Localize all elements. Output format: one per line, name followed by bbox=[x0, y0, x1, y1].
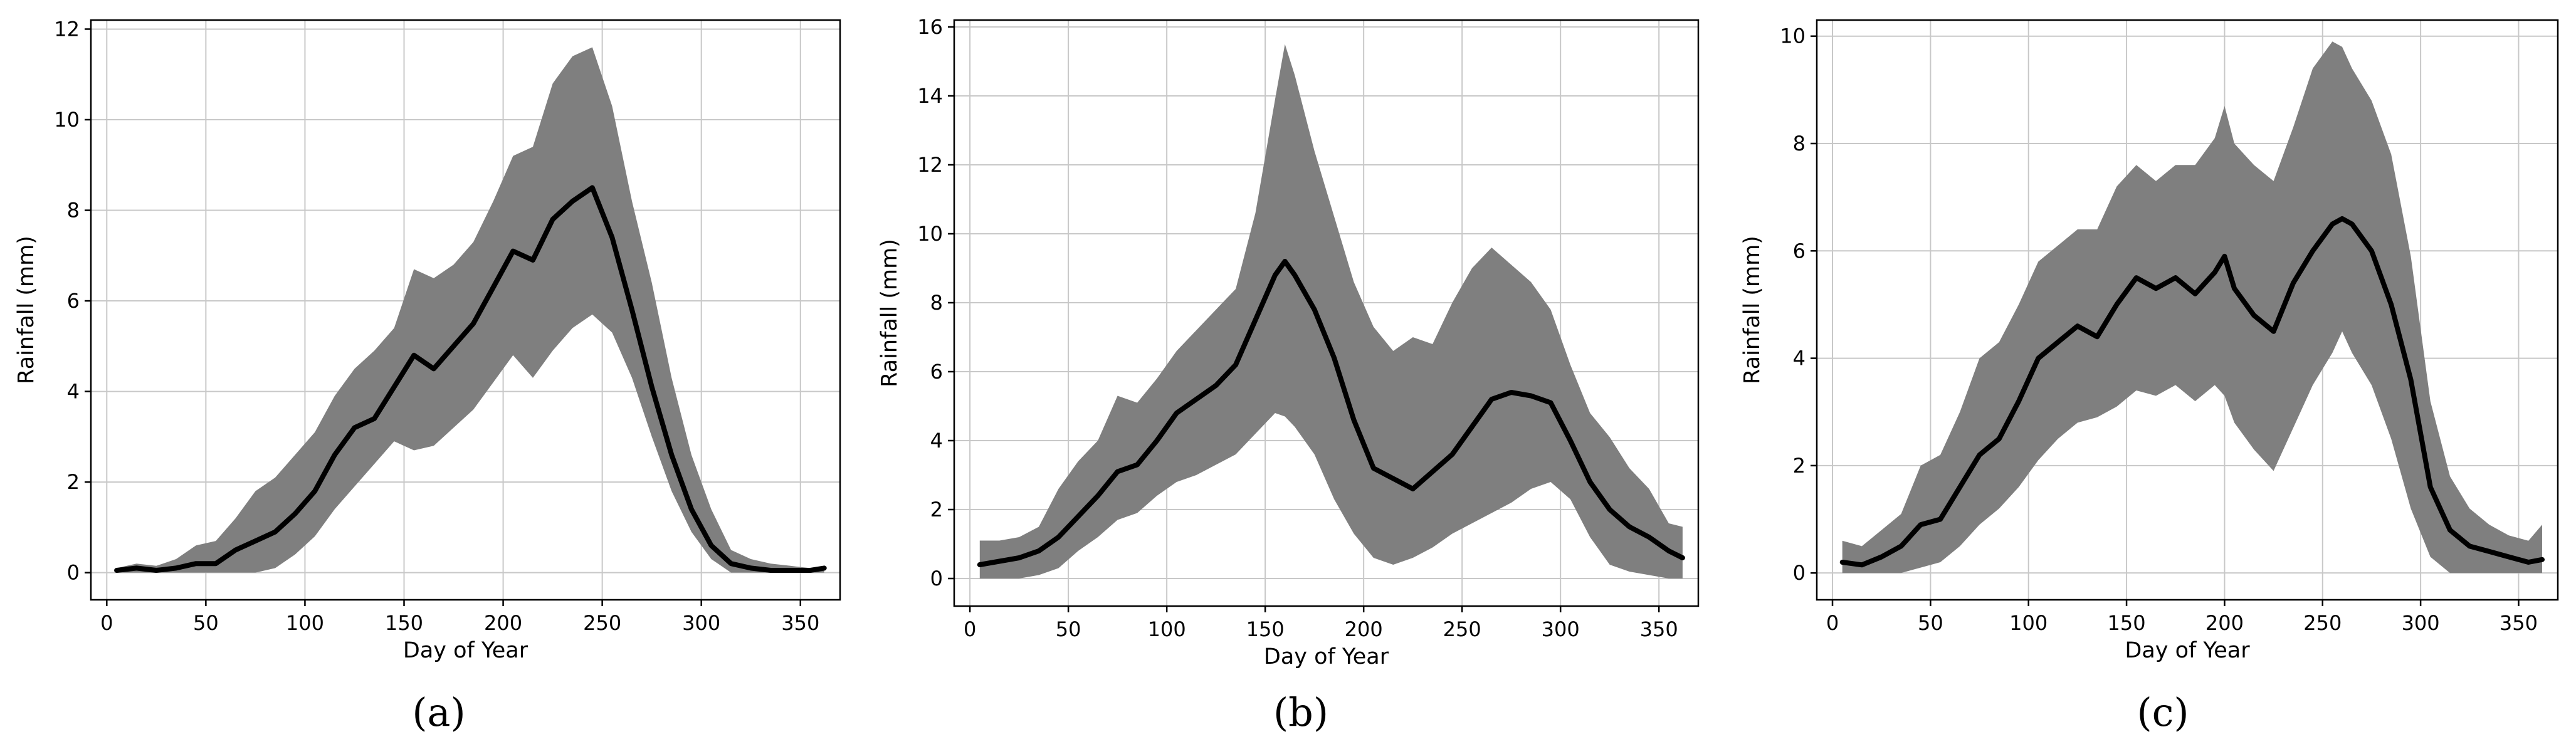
y-tick-label: 2 bbox=[930, 498, 943, 521]
panel-caption: (b) bbox=[1273, 689, 1328, 735]
mean-rainfall-line bbox=[1839, 216, 2545, 568]
x-tick-label: 50 bbox=[1056, 617, 1081, 641]
x-tick-label: 350 bbox=[1640, 617, 1678, 641]
x-tick-label: 250 bbox=[583, 611, 621, 635]
y-tick-label: 6 bbox=[930, 360, 943, 384]
y-tick-label: 2 bbox=[1793, 454, 1806, 478]
y-tick-label: 10 bbox=[54, 108, 80, 132]
plot-frame bbox=[953, 19, 1700, 607]
x-tick-label: 0 bbox=[1826, 611, 1839, 635]
y-tick-label: 6 bbox=[1793, 239, 1806, 263]
x-tick-label: 150 bbox=[385, 611, 423, 635]
x-axis-label: Day of Year bbox=[403, 638, 528, 663]
y-tick-label: 16 bbox=[917, 15, 943, 39]
plot-frame bbox=[90, 19, 841, 601]
chart-panel-1: 0 50 100 150 200 250 300 350 0 2 4 6 8 10 12 Day of Yea… bbox=[14, 17, 841, 735]
y-tick-label: 0 bbox=[1793, 561, 1806, 585]
y-tick-label: 4 bbox=[1793, 347, 1806, 370]
panel-caption: (c) bbox=[2137, 689, 2189, 735]
chart-panel-3: 0 50 100 150 200 250 300 350 0 2 4 6 8 10 Day of Year R… bbox=[1740, 19, 2559, 735]
x-tick-label: 200 bbox=[484, 611, 522, 635]
y-tick-label: 12 bbox=[54, 17, 80, 41]
y-axis-label: Rainfall (mm) bbox=[877, 239, 902, 387]
x-tick-label: 200 bbox=[2205, 611, 2244, 635]
y-tick-label: 8 bbox=[930, 291, 943, 315]
x-tick-label: 50 bbox=[193, 611, 219, 635]
y-tick-label: 6 bbox=[67, 289, 80, 313]
x-tick-label: 100 bbox=[2009, 611, 2048, 635]
y-tick-label: 10 bbox=[917, 222, 943, 246]
y-axis-label: Rainfall (mm) bbox=[14, 236, 39, 384]
y-tick-label: 12 bbox=[917, 153, 943, 177]
range-band bbox=[979, 44, 1683, 579]
x-tick-label: 300 bbox=[2402, 611, 2440, 635]
x-tick-label: 50 bbox=[1918, 611, 1943, 635]
range-band bbox=[1842, 41, 2542, 573]
y-tick-label: 4 bbox=[67, 380, 80, 404]
x-tick-label: 200 bbox=[1345, 617, 1383, 641]
x-tick-label: 150 bbox=[1246, 617, 1285, 641]
x-tick-label: 300 bbox=[682, 611, 720, 635]
y-tick-label: 4 bbox=[930, 429, 943, 453]
x-tick-label: 0 bbox=[964, 617, 976, 641]
y-tick-label: 14 bbox=[917, 84, 943, 108]
x-tick-label: 100 bbox=[286, 611, 324, 635]
x-tick-label: 300 bbox=[1542, 617, 1580, 641]
panel-caption: (a) bbox=[412, 689, 465, 735]
x-axis-label: Day of Year bbox=[1264, 644, 1389, 669]
x-tick-label: 250 bbox=[2303, 611, 2342, 635]
x-tick-label: 250 bbox=[1443, 617, 1481, 641]
y-tick-label: 0 bbox=[67, 561, 80, 585]
y-tick-label: 0 bbox=[930, 567, 943, 590]
chart-panel-2: 0 50 100 150 200 250 300 350 0 2 4 6 8 10 12 14 16 Day of… bbox=[877, 15, 1700, 735]
y-tick-label: 8 bbox=[1793, 132, 1806, 155]
y-tick-label: 8 bbox=[67, 199, 80, 223]
mean-rainfall-line bbox=[977, 259, 1685, 567]
x-axis-label: Day of Year bbox=[2125, 638, 2250, 663]
x-tick-label: 350 bbox=[781, 611, 819, 635]
mean-rainfall-line bbox=[114, 185, 827, 573]
y-tick-label: 10 bbox=[1780, 24, 1806, 48]
plot-frame bbox=[1816, 19, 2559, 601]
x-tick-label: 100 bbox=[1148, 617, 1186, 641]
y-axis-label: Rainfall (mm) bbox=[1740, 236, 1765, 384]
x-tick-label: 350 bbox=[2500, 611, 2538, 635]
x-tick-label: 0 bbox=[100, 611, 113, 635]
x-tick-label: 150 bbox=[2108, 611, 2146, 635]
range-band bbox=[117, 47, 824, 573]
y-tick-label: 2 bbox=[67, 470, 80, 494]
